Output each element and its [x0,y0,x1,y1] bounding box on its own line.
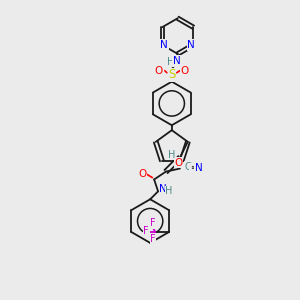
Text: H: H [165,186,173,197]
Text: H: H [167,57,175,67]
Text: O: O [175,158,183,168]
Text: N: N [160,40,168,50]
Text: F: F [143,226,149,236]
Text: H: H [168,150,176,160]
Text: N: N [187,40,195,50]
Text: ≡: ≡ [190,163,197,172]
Text: O: O [181,66,189,76]
Text: F: F [150,218,156,228]
Text: N: N [195,163,203,172]
Text: N: N [159,184,167,194]
Text: S: S [168,68,176,81]
Text: O: O [155,66,163,76]
Text: N: N [173,56,181,66]
Text: O: O [138,169,146,178]
Text: F: F [150,234,156,244]
Text: C: C [185,162,192,172]
